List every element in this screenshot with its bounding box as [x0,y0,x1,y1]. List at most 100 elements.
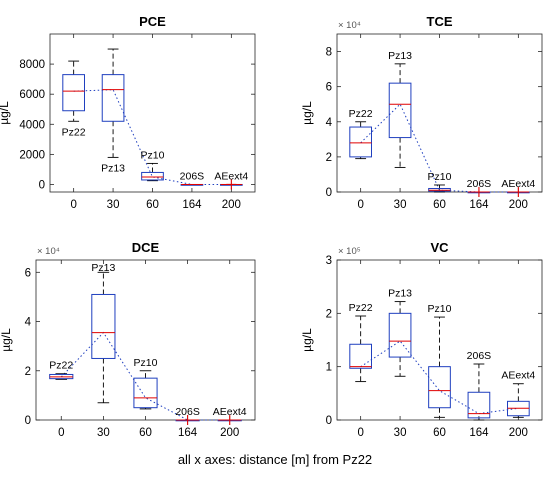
box-164 [467,363,491,421]
y-tick-label: 3 [326,255,332,267]
y-tick-label: 0 [326,415,332,427]
x-tick-label: 164 [469,427,489,439]
x-tick-label: 164 [178,427,198,439]
box-iqr [62,74,85,112]
x-tick-label: 30 [394,427,407,439]
x-tick-label: 164 [182,199,202,211]
well-label: Pz22 [349,108,373,120]
box-30 [388,301,412,377]
box-30 [91,271,116,404]
y-tick-label: 2 [326,308,332,320]
x-tick-label: 30 [394,199,407,211]
x-tick-label: 0 [58,427,64,439]
box-0 [49,373,74,380]
box-200 [507,383,530,418]
box-30 [388,63,412,168]
y-axis-label: µg/L [300,101,314,125]
well-label: Pz13 [91,262,115,274]
plot-frame [336,33,543,193]
box-iqr [467,391,491,419]
box-iqr [349,343,372,369]
well-label: AEext4 [213,406,247,418]
y-tick-label: 2000 [19,149,45,161]
well-label: AEext4 [501,370,535,382]
x-tick-label: 30 [97,427,110,439]
y-axis-label: µg/L [300,328,314,352]
box-164 [180,183,204,186]
chart-title: PCE [139,14,166,29]
y-tick-label: 4 [326,117,333,129]
well-label: Pz13 [388,288,412,300]
y-tick-label: 6 [25,267,31,279]
x-tick-label: 60 [433,427,446,439]
box-60 [141,162,164,182]
box-0 [62,60,85,122]
box-iqr [133,377,158,409]
plot-frame [49,33,256,193]
box-iqr [388,82,412,139]
box-iqr [349,126,372,158]
panel-tce: TCE × 10⁴ 0 2 4 6 8 µg/L 0 30 60 164 200 Pz22 Pz13 Pz10… [300,14,543,211]
outlier-marker [224,415,235,425]
x-tick-label: 0 [70,199,76,211]
y-tick-label: 8 [326,47,332,59]
box-iqr [101,74,125,122]
well-label: Pz10 [141,149,165,161]
y-tick-label: 6 [326,82,332,94]
well-label: Pz10 [428,303,452,315]
y-exponent-label: × 10⁴ [338,20,361,31]
y-tick-label: 4 [25,317,32,329]
well-label: Pz22 [349,302,373,314]
figure-caption: all x axes: distance [m] from Pz22 [177,452,373,467]
median-trend-line [360,103,519,193]
chart-title: VC [430,240,449,255]
y-tick-label: 8000 [19,59,45,71]
outlier-marker [182,415,193,425]
outlier-marker [226,179,237,190]
box-iqr [428,366,451,409]
chart-title: DCE [132,240,160,255]
chart-title: TCE [427,14,453,29]
box-iqr [91,293,116,359]
x-tick-label: 60 [146,199,159,211]
x-tick-label: 60 [139,427,152,439]
box-0 [349,121,372,160]
well-label: 206S [467,178,492,190]
well-label: AEext4 [501,178,535,190]
well-label: Pz13 [101,162,125,174]
box-60 [133,370,158,410]
well-label: Pz10 [134,357,158,369]
panel-vc: VC × 10⁵ 0 1 2 3 µg/L 0 30 60 164 200 Pz22 Pz13 Pz10 20… [300,240,543,439]
median-trend-line [360,340,519,415]
x-tick-label: 60 [433,199,446,211]
plot-frame [35,259,256,421]
y-tick-label: 2 [326,152,332,164]
well-label: Pz22 [49,360,73,372]
median-trend-line [73,89,232,185]
x-tick-label: 0 [357,199,363,211]
box-60 [428,184,451,193]
x-tick-label: 0 [357,427,363,439]
x-tick-label: 200 [222,199,241,211]
x-tick-label: 200 [509,199,528,211]
y-axis-label: µg/L [0,328,13,352]
y-tick-label: 2 [25,366,31,378]
x-tick-label: 164 [469,199,489,211]
box-60 [428,316,451,418]
well-label: 206S [467,350,492,362]
x-tick-label: 200 [220,427,239,439]
box-iqr [141,171,164,181]
y-exponent-label: × 10⁵ [338,246,361,257]
well-label: Pz22 [62,126,86,138]
well-label: Pz13 [388,50,412,62]
panel-dce: DCE × 10⁴ 0 2 4 6 µg/L 0 30 60 164 200 Pz22 Pz13 Pz10 2… [0,240,256,439]
box-0 [349,315,372,383]
y-tick-label: 0 [39,179,45,191]
y-tick-label: 6000 [19,89,45,101]
outlier-marker [473,187,484,197]
median-trend-line [60,331,230,421]
well-label: 206S [180,170,205,182]
x-tick-label: 200 [509,427,528,439]
y-axis-label: µg/L [0,101,11,125]
